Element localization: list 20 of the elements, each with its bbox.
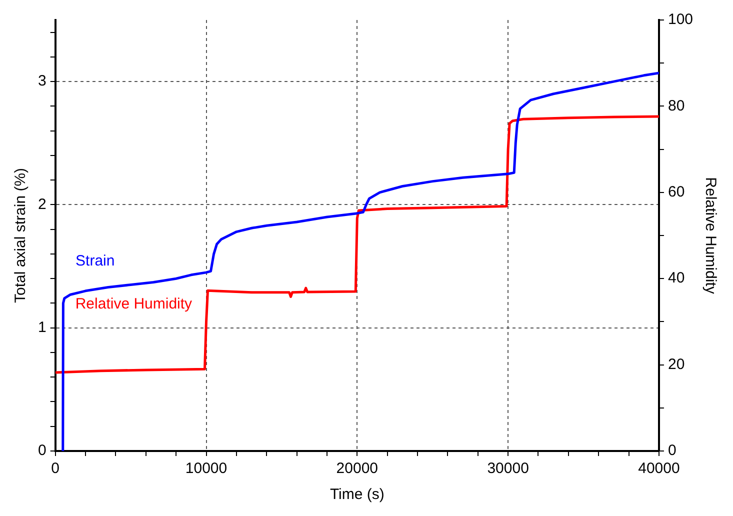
y-tick-label: 1 <box>38 319 46 336</box>
y2-tick-label: 20 <box>668 356 685 373</box>
x-tick-label: 20000 <box>336 460 378 478</box>
y2-tick-label: 0 <box>668 442 676 460</box>
x-axis-title: Time (s) <box>330 486 384 504</box>
y-tick-label: 0 <box>38 442 46 460</box>
y-tick-label: 3 <box>38 72 46 90</box>
y-tick-label: 2 <box>38 196 46 213</box>
series-label: Strain <box>76 252 115 270</box>
y2-tick-label: 60 <box>668 184 685 201</box>
x-tick-label: 40000 <box>638 460 680 478</box>
y-axis-title: Total axial strain (%) <box>12 168 30 304</box>
series-label: Relative Humidity <box>75 295 193 312</box>
y2-tick-label: 100 <box>668 11 694 28</box>
y2-tick-label: 80 <box>668 97 685 114</box>
x-tick-label: 30000 <box>487 460 529 478</box>
x-tick-label: 0 <box>51 460 60 478</box>
y2-tick-label: 40 <box>668 270 685 287</box>
y2-axis-title: Relative Humidity <box>702 177 719 294</box>
x-tick-label: 10000 <box>185 460 228 478</box>
